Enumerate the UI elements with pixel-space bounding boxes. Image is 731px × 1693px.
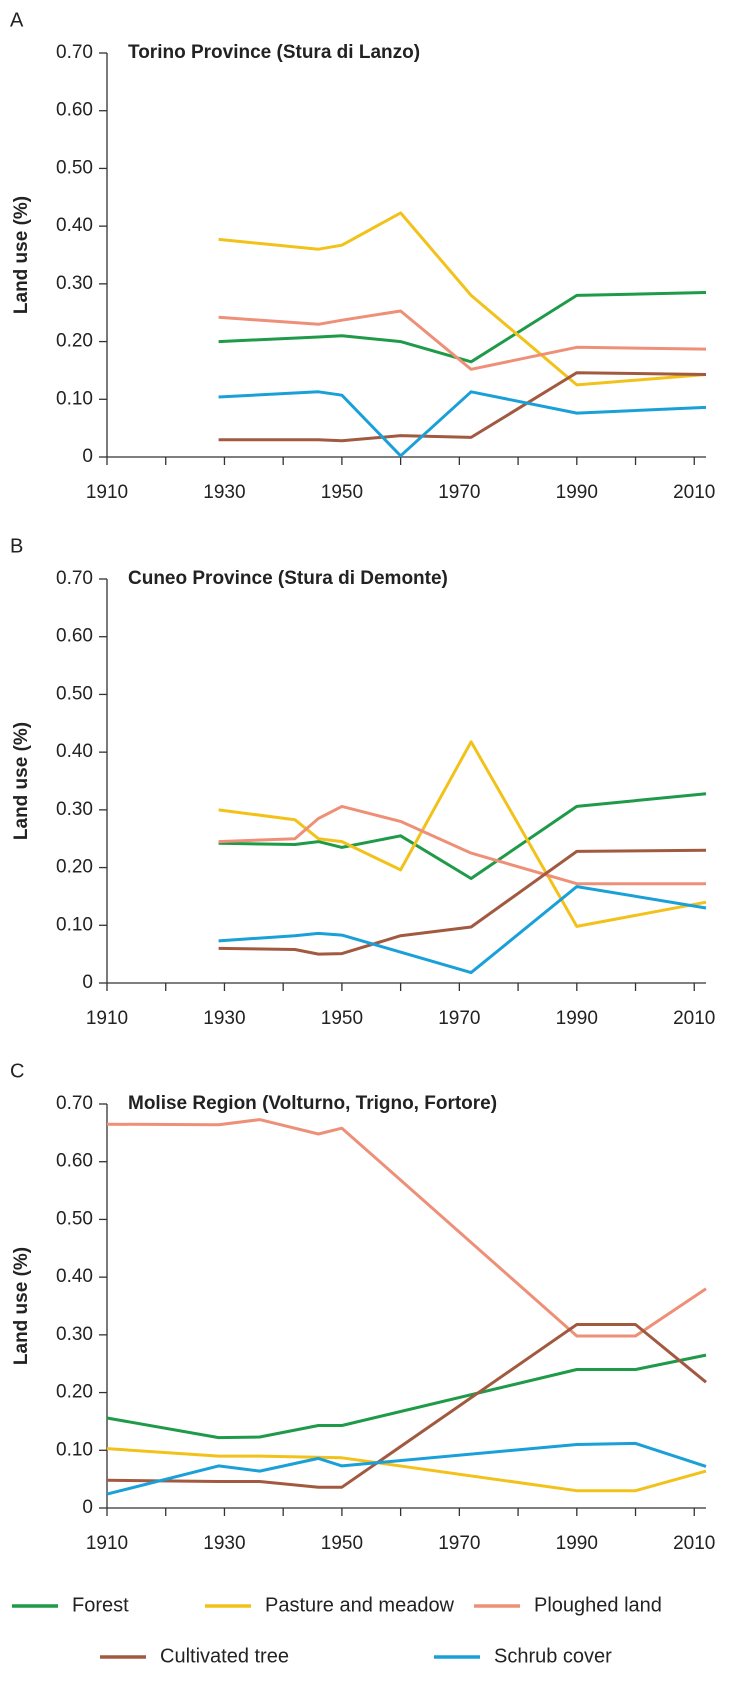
y-tick-label: 0.30 [56,273,93,294]
x-tick-label: 1910 [86,1533,128,1554]
y-tick-label: 0 [82,446,93,467]
x-tick-label: 2010 [673,1533,715,1554]
y-axis-label: Land use (%) [11,722,32,840]
y-tick-label: 0 [82,972,93,993]
y-tick-label: 0.20 [56,331,93,352]
y-tick-label: 0.70 [56,568,93,589]
chart-title: Cuneo Province (Stura di Demonte) [128,568,448,589]
y-axis-label: Land use (%) [11,196,32,314]
series-line: Pasture and meadow [106,1447,707,1493]
x-tick-label: 1970 [438,482,480,503]
panel-label: B [10,535,23,557]
y-tick-label: 0.50 [56,1208,93,1229]
y-tick-label: 0.60 [56,626,93,647]
series-line: Ploughed land [218,804,706,886]
series-line: Cultivated tree [218,371,707,443]
x-tick-label: 1910 [86,1008,128,1029]
x-tick-label: 1990 [556,482,598,503]
y-tick-label: 0.40 [56,1266,93,1287]
series-line: Schrub cover [218,390,707,458]
series-line: Ploughed land [218,309,707,371]
y-tick-label: 0.30 [56,1324,93,1345]
panel-label: C [10,1060,24,1082]
y-tick-label: 0 [82,1497,93,1518]
x-tick-label: 2010 [673,482,715,503]
y-tick-label: 0.30 [56,799,93,820]
series-line: Schrub cover [218,885,707,975]
legend-label: Schrub cover [494,1645,612,1667]
x-tick-label: 2010 [673,1008,715,1029]
x-tick-label: 1930 [203,482,245,503]
y-tick-label: 0.60 [56,100,93,121]
legend-label: Cultivated tree [160,1645,289,1667]
x-tick-label: 1910 [86,482,128,503]
x-tick-label: 1990 [556,1008,598,1029]
x-tick-label: 1930 [203,1008,245,1029]
series-line: Cultivated tree [218,848,707,956]
x-tick-label: 1950 [321,1008,363,1029]
y-tick-label: 0.10 [56,388,93,409]
series-line: Forest [106,1353,707,1440]
legend-label: Forest [72,1594,129,1616]
series-line: Pasture and meadow [218,740,707,928]
x-tick-label: 1930 [203,1533,245,1554]
chart-title: Molise Region (Volturno, Trigno, Fortore… [128,1093,497,1114]
x-tick-label: 1970 [438,1533,480,1554]
y-axis-label: Land use (%) [11,1247,32,1365]
x-tick-label: 1970 [438,1008,480,1029]
y-tick-label: 0.60 [56,1151,93,1172]
y-tick-label: 0.10 [56,1439,93,1460]
legend-label: Pasture and meadow [265,1594,455,1616]
panel-label: A [10,9,24,31]
y-tick-label: 0.70 [56,1093,93,1114]
y-tick-label: 0.20 [56,1382,93,1403]
y-tick-label: 0.70 [56,42,93,63]
y-tick-label: 0.20 [56,857,93,878]
y-tick-label: 0.50 [56,157,93,178]
y-tick-label: 0.50 [56,683,93,704]
series-line: Forest [218,792,707,880]
y-tick-label: 0.10 [56,914,93,935]
y-tick-label: 0.40 [56,215,93,236]
series-line: Pasture and meadow [218,211,707,387]
y-tick-label: 0.40 [56,741,93,762]
series-line: Cultivated tree [106,1323,707,1489]
x-tick-label: 1950 [321,482,363,503]
chart-title: Torino Province (Stura di Lanzo) [128,42,420,63]
series-line: Forest [218,291,707,364]
series-line: Schrub cover [106,1441,707,1496]
x-tick-label: 1950 [321,1533,363,1554]
series-line: Ploughed land [106,1118,707,1338]
x-tick-label: 1990 [556,1533,598,1554]
legend-label: Ploughed land [534,1594,662,1616]
